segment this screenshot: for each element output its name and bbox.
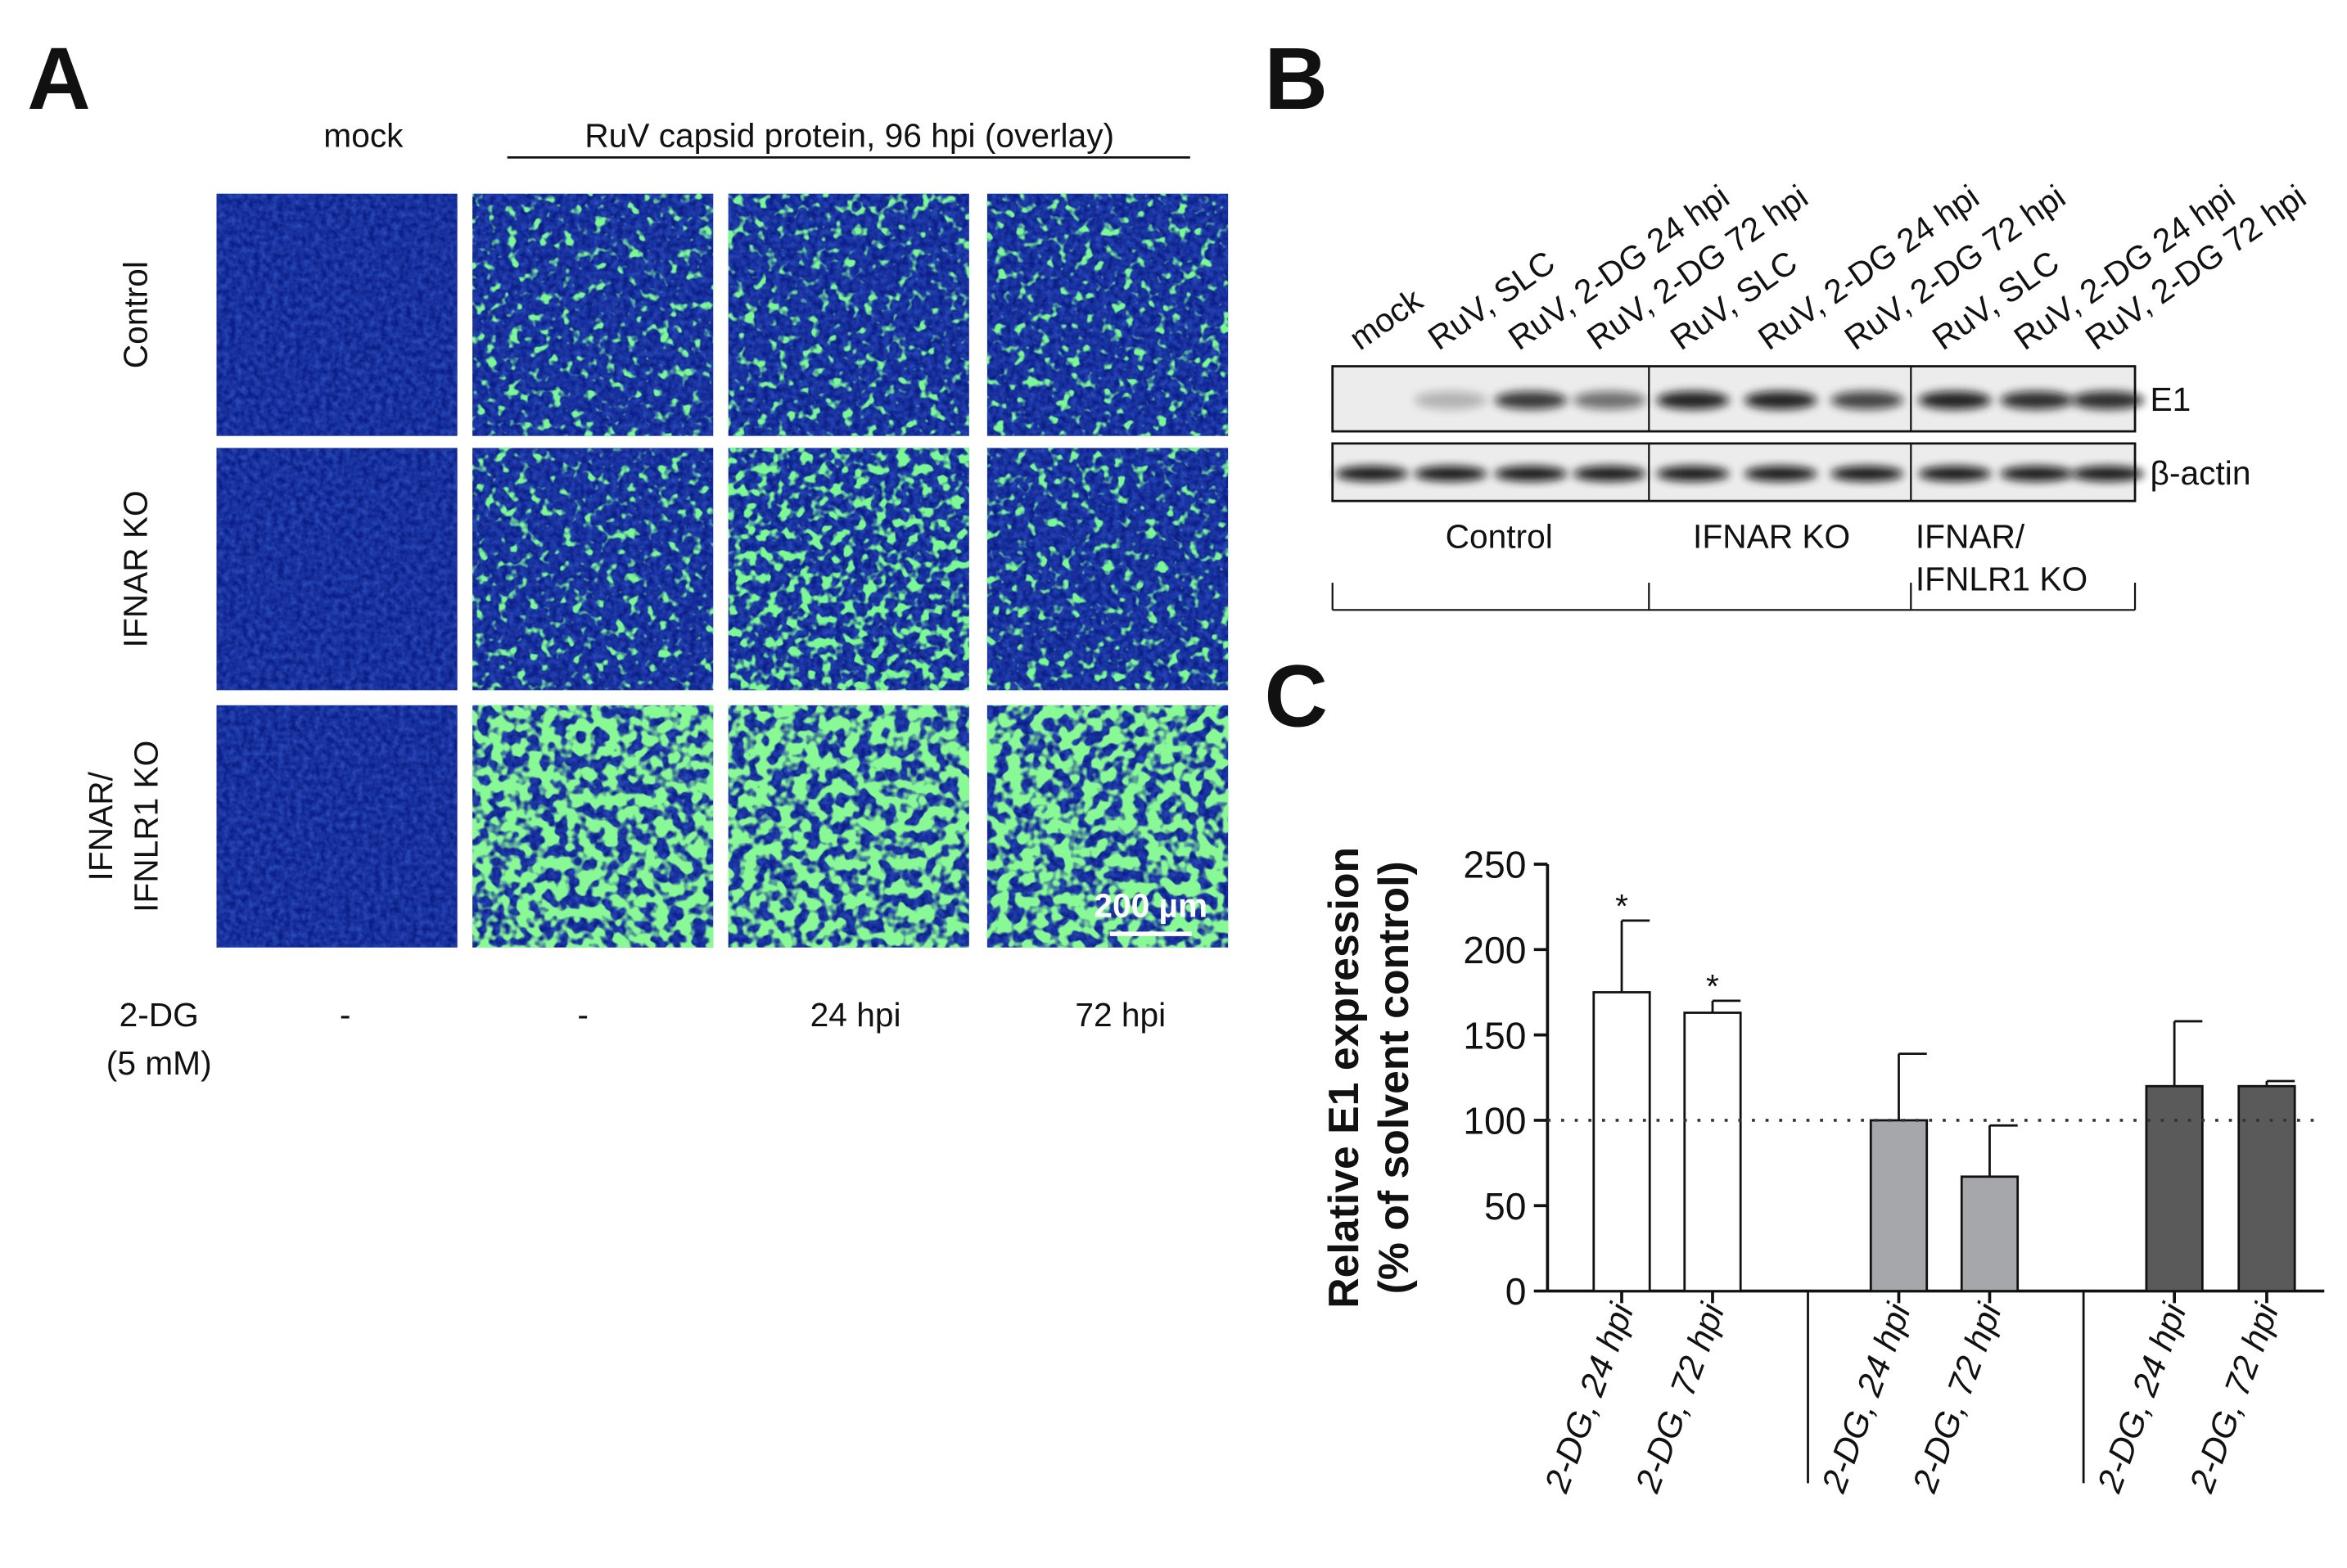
significance-label: * (1615, 887, 1628, 925)
bar (1869, 1119, 1929, 1292)
capsid-stain (986, 448, 1229, 691)
capsid-stain (472, 448, 714, 691)
bar (1592, 991, 1651, 1292)
row-label: IFNAR KO (116, 490, 154, 647)
y-tick-label: 50 (1484, 1185, 1526, 1228)
nuclei-stain (216, 448, 458, 691)
y-tick-label: 250 (1463, 844, 1526, 886)
blot-band (2071, 466, 2145, 482)
y-tick-label: 200 (1463, 929, 1526, 971)
group-label: IFNLR1 KO (1916, 560, 2087, 597)
blot-band (2000, 391, 2074, 410)
capsid-stain (472, 193, 714, 436)
panel-label: B (1264, 29, 1327, 128)
blot-band (1335, 466, 1409, 482)
blot-band (1918, 466, 1992, 482)
nuclei-stain (216, 705, 458, 948)
bar (1683, 1012, 1742, 1292)
x-tick-label: 2-DG, 24 hpi (2089, 1297, 2194, 1498)
x-tick-label: 2-DG, 72 hpi (1905, 1297, 2010, 1498)
x-tick-label: 2-DG, 72 hpi (1627, 1297, 1732, 1498)
row-label: IFNAR/ (82, 771, 120, 881)
capsid-stain (728, 193, 969, 436)
treatment-label: 2-DG (120, 996, 199, 1034)
panel-c: C Relative E1 expression (% of solvent con… (1264, 647, 2325, 1498)
blot-band (1573, 466, 1646, 482)
blot-band (1744, 391, 1817, 410)
x-tick-label: 2-DG, 24 hpi (1537, 1297, 1641, 1498)
x-tick-label: 2-DG, 24 hpi (1814, 1297, 1919, 1498)
capsid-stain (986, 705, 1229, 948)
treatment-label: (5 mM) (106, 1044, 212, 1082)
band-label: E1 (2151, 381, 2191, 418)
treatment-value: 72 hpi (1075, 996, 1166, 1034)
blot-band (1494, 466, 1568, 482)
panel-label: C (1264, 647, 1327, 746)
nuclei-stain (216, 193, 458, 436)
blot-band (1830, 466, 1904, 482)
y-tick-label: 0 (1505, 1270, 1527, 1313)
bar (1960, 1175, 2020, 1292)
blot-band (1414, 466, 1487, 482)
blot-band (1656, 466, 1730, 482)
x-tick-label: 2-DG, 72 hpi (2182, 1297, 2286, 1498)
blot-band (1918, 391, 1992, 410)
treatment-value: - (577, 996, 589, 1034)
row-label: IFNLR1 KO (127, 741, 165, 912)
blot-band (2071, 391, 2145, 410)
capsid-stain (986, 193, 1229, 436)
column-header: mock (323, 116, 404, 154)
blot-band (1830, 391, 1904, 410)
blot-band (1414, 391, 1487, 410)
y-axis-title: (% of solvent control) (1370, 861, 1417, 1294)
blot-band (2000, 466, 2074, 482)
capsid-stain (472, 705, 714, 948)
blot-band (1494, 391, 1568, 410)
bar (2145, 1084, 2204, 1292)
y-tick-label: 100 (1463, 1100, 1526, 1142)
significance-label: * (1706, 967, 1719, 1005)
treatment-value: - (340, 996, 351, 1034)
blot-band (1573, 391, 1646, 410)
scale-bar-label: 200 µm (1094, 887, 1207, 925)
blot-band (1656, 391, 1730, 410)
treatment-value: 24 hpi (810, 996, 901, 1034)
panel-label: A (27, 29, 90, 128)
bar (2237, 1084, 2296, 1292)
band-label: β-actin (2151, 454, 2251, 492)
column-header: RuV capsid protein, 96 hpi (overlay) (584, 116, 1114, 154)
group-label: Control (1446, 517, 1553, 555)
y-tick-label: 150 (1463, 1014, 1526, 1057)
capsid-stain (728, 705, 969, 948)
lane-label: mock (1343, 281, 1430, 358)
capsid-stain (728, 448, 969, 691)
group-label: IFNAR/ (1916, 517, 2025, 555)
y-axis-title: Relative E1 expression (1320, 847, 1367, 1309)
group-label: IFNAR KO (1693, 517, 1850, 555)
row-label: Control (116, 261, 154, 368)
blot-band (1744, 466, 1817, 482)
